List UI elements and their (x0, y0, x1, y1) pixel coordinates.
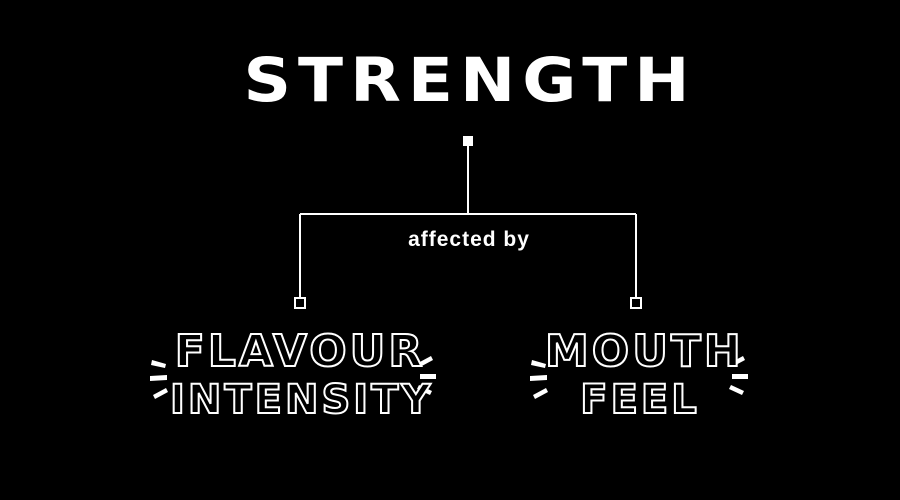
node-label-line2: INTENSITY (169, 377, 434, 423)
child-node-flavour-intensity: FLAVOUR INTENSITY (169, 326, 434, 423)
left-node-left-burst-icon (150, 360, 168, 399)
node-label-line1: MOUTH (544, 326, 744, 377)
node-label-line1: FLAVOUR (174, 326, 426, 377)
parent-connector-node (463, 136, 473, 146)
left-node-right-burst-icon (417, 356, 436, 395)
diagram-title: STRENGTH (243, 45, 697, 116)
right-node-right-burst-icon (729, 356, 748, 395)
child-node-mouth-feel: MOUTH FEEL (544, 326, 744, 423)
right-child-connector-node (630, 297, 642, 309)
left-child-connector-node (294, 297, 306, 309)
right-node-left-burst-icon (530, 360, 548, 399)
connector-label: affected by (408, 228, 530, 251)
node-label-line2: FEEL (579, 377, 700, 423)
